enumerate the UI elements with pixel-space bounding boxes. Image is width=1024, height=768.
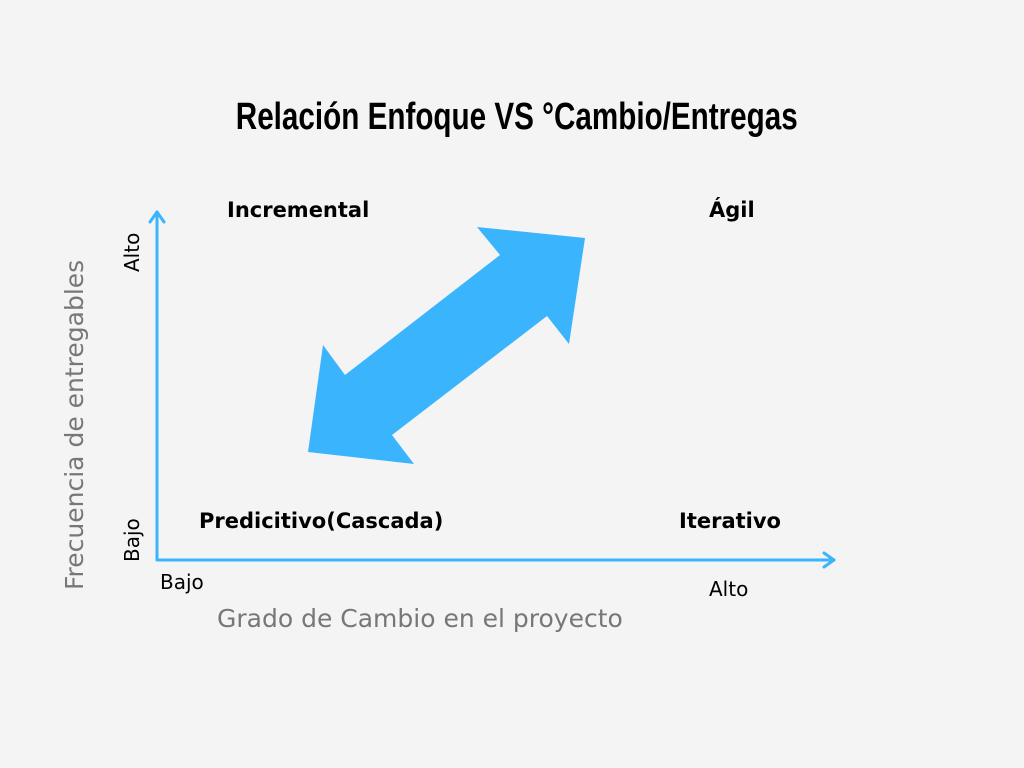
y-axis-high-label: Alto xyxy=(120,232,144,272)
quadrant-incremental: Incremental xyxy=(227,198,370,222)
x-axis-low-label: Bajo xyxy=(160,570,204,594)
quadrant-agil: Ágil xyxy=(709,198,755,222)
double-arrow-icon xyxy=(308,227,585,464)
x-axis-high-label: Alto xyxy=(709,577,749,601)
quadrant-predictivo: Predicitivo(Cascada) xyxy=(199,509,444,533)
y-axis-arrow-icon xyxy=(148,210,166,224)
x-axis-arrow-icon xyxy=(822,551,836,569)
quadrant-iterativo: Iterativo xyxy=(679,509,781,533)
diagram-title: Relación Enfoque VS °Cambio/Entregas xyxy=(235,96,798,138)
y-axis-title: Frecuencia de entregables xyxy=(60,259,89,590)
y-axis-low-label: Bajo xyxy=(120,518,144,562)
x-axis-title: Grado de Cambio en el proyecto xyxy=(217,604,623,633)
